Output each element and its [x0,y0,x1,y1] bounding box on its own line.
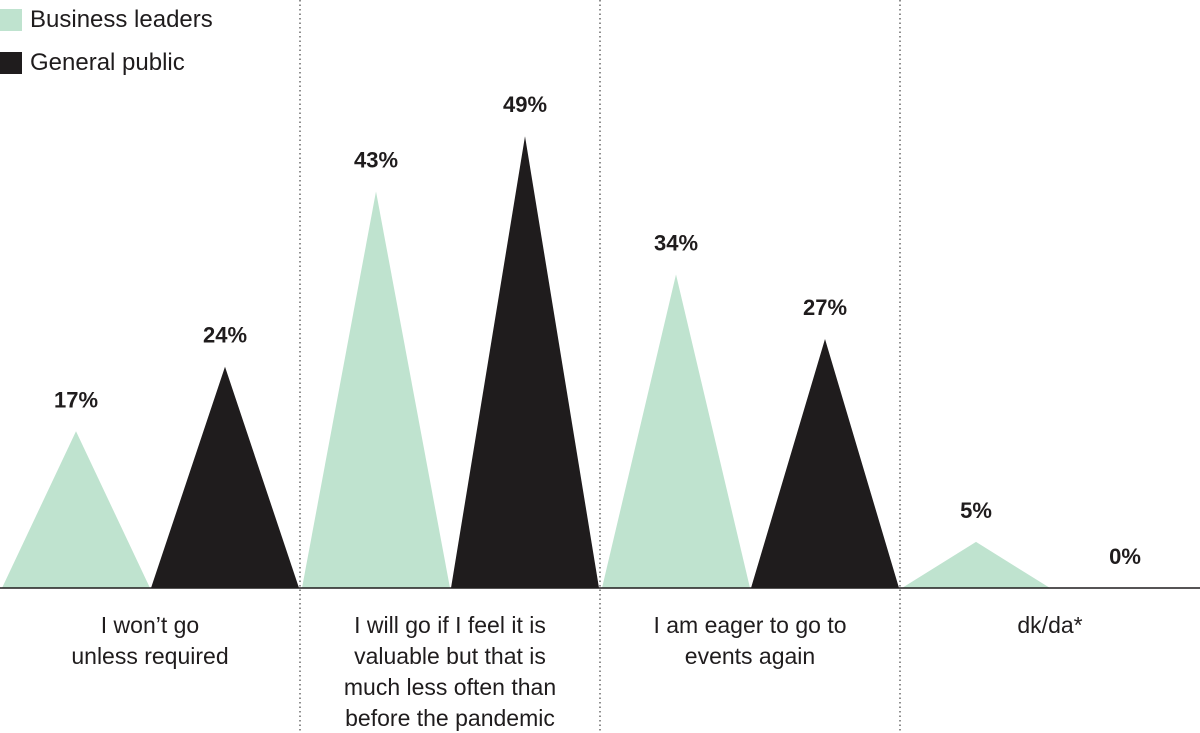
value-label-business-leaders-2: 43% [354,148,398,173]
legend-swatch-general-public [0,52,22,74]
triangle-business-leaders-1 [2,431,150,588]
category-labels: I won’t go unless required I will go if I … [71,612,1082,731]
triangle-business-leaders-4 [902,541,1050,588]
legend-item-general-public: General public [0,49,185,77]
triangle-general-public-2 [451,136,599,588]
value-label-business-leaders-3: 34% [654,231,698,256]
triangle-general-public-1 [151,366,299,588]
legend-swatch-business-leaders [0,9,22,31]
value-label-general-public-2: 49% [503,92,547,117]
value-label-general-public-4: 0% [1109,544,1141,569]
chart-marks [2,136,1050,589]
triangle-general-public-3 [751,339,899,588]
value-label-business-leaders-4: 5% [960,498,992,523]
value-labels: 17% 24% 43% 49% 34% 27% 5% 0% [54,92,1141,569]
legend-item-business-leaders: Business leaders [0,6,213,34]
value-label-general-public-3: 27% [803,295,847,320]
legend-label-business-leaders: Business leaders [30,6,213,33]
value-label-general-public-1: 24% [203,323,247,348]
value-label-business-leaders-1: 17% [54,387,98,412]
category-label-2: I will go if I feel it is valuable but th… [344,612,556,731]
triangle-business-leaders-3 [602,274,750,588]
triangle-business-leaders-2 [302,191,450,589]
legend-label-general-public: General public [30,49,185,76]
category-label-1: I won’t go unless required [71,612,228,669]
category-label-3: I am eager to go to events again [653,612,846,669]
category-label-4: dk/da* [1017,612,1082,638]
category-separators [299,0,901,733]
